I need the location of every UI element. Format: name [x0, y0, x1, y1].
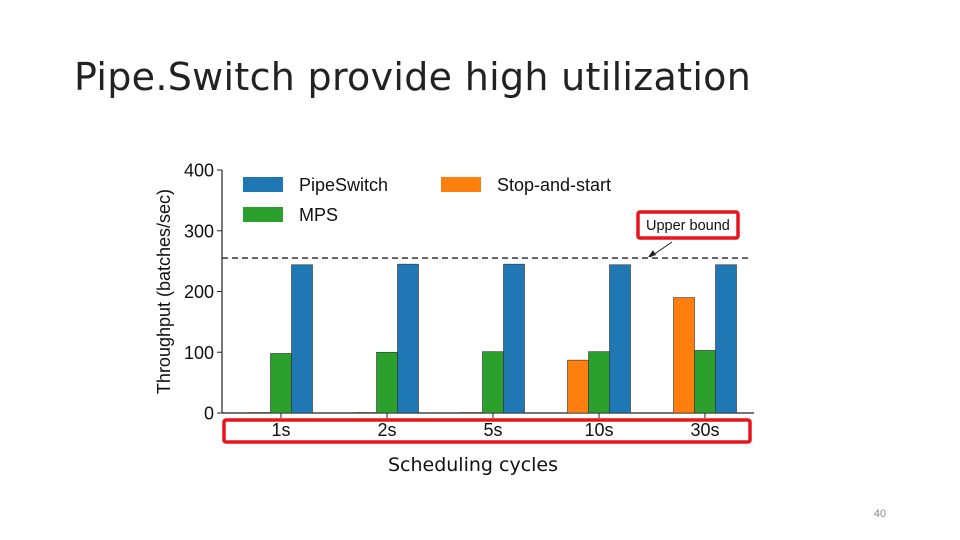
bar-stop-and-start-2s [355, 412, 377, 414]
category-labels-highlight-box [222, 418, 752, 444]
legend-swatch-stop-and-start [441, 177, 481, 192]
bar-mps-10s [588, 351, 610, 414]
x-tick-label: 10s [584, 420, 613, 440]
legend-label-mps: MPS [299, 205, 338, 225]
upper-bound-label: Upper bound [646, 218, 730, 234]
bar-stop-and-start-30s [673, 297, 695, 414]
bar-mps-2s [376, 351, 398, 414]
page-number: 40 [873, 508, 887, 520]
bar-stop-and-start-1s [249, 412, 271, 414]
bar-mps-1s [270, 353, 292, 414]
y-tick-label: 300 [184, 221, 214, 241]
legend-swatch-mps [243, 207, 283, 222]
bar-pipeswitch-2s [397, 263, 419, 414]
bar-mps-30s [694, 350, 716, 414]
x-axis-caption: Scheduling cycles [387, 454, 559, 476]
upper-bound-arrowhead [648, 250, 656, 258]
bar-mps-5s [482, 351, 504, 414]
x-tick-label: 5s [483, 420, 502, 440]
bar-pipeswitch-1s [291, 264, 313, 414]
x-tick-label: 1s [271, 420, 290, 440]
y-tick-label: 100 [184, 343, 214, 363]
bar-pipeswitch-10s [609, 264, 631, 414]
bar-stop-and-start-5s [461, 412, 483, 414]
y-tick-label: 200 [184, 282, 214, 302]
x-tick-label: 30s [690, 420, 719, 440]
y-axis-label: Throughput (batches/sec) [154, 189, 174, 394]
slide-title: Pipe.Switch provide high utilization [74, 55, 752, 99]
upper-bound-highlight-box [636, 210, 740, 240]
legend-swatch-pipeswitch [243, 177, 283, 192]
y-tick-label: 400 [184, 161, 214, 181]
bar-pipeswitch-30s [715, 264, 737, 414]
y-tick-label: 0 [204, 404, 214, 424]
legend-label-stop-and-start: Stop-and-start [497, 175, 611, 195]
x-tick-label: 2s [377, 420, 396, 440]
bar-pipeswitch-5s [503, 263, 525, 414]
bar-stop-and-start-10s [567, 359, 589, 414]
legend-label-pipeswitch: PipeSwitch [299, 175, 388, 195]
